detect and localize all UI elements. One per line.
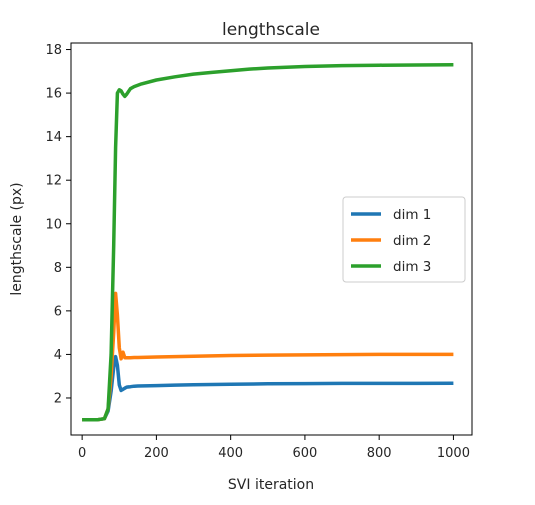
y-tick-label: 18 (45, 43, 62, 58)
x-tick-label: 600 (293, 446, 318, 461)
y-tick-label: 2 (54, 391, 62, 406)
x-tick-label: 200 (144, 446, 169, 461)
series-line-1 (82, 354, 454, 422)
y-axis-label: lengthscale (px) (9, 182, 25, 295)
series-line-3 (82, 63, 454, 422)
x-tick-label: 1000 (437, 446, 470, 461)
x-tick-label: 400 (218, 446, 243, 461)
legend-box (342, 196, 466, 283)
legend-label-3: dim 3 (393, 259, 431, 275)
legend-label-2: dim 2 (393, 233, 431, 249)
y-tick-label: 14 (45, 130, 62, 145)
legend: dim 1 dim 2 dim 3 (342, 196, 466, 283)
y-tick-label: 8 (54, 261, 62, 276)
series-layer (82, 63, 454, 422)
x-tick-label: 0 (78, 446, 86, 461)
y-tick-label: 16 (45, 87, 62, 102)
y-tick-label: 10 (45, 217, 62, 232)
y-tick-label: 12 (45, 174, 62, 189)
y-tick-label: 6 (54, 304, 62, 319)
series-line-2 (82, 291, 454, 422)
chart-title: lengthscale (222, 20, 320, 40)
legend-label-1: dim 1 (393, 207, 431, 223)
x-tick-label: 800 (367, 446, 392, 461)
plot-area-frame (70, 42, 473, 436)
x-axis: 0 200 400 600 800 1000 (78, 435, 470, 461)
y-axis: 2 4 6 8 10 12 14 16 18 (45, 43, 71, 406)
x-axis-label: SVI iteration (228, 477, 314, 493)
y-tick-label: 4 (54, 348, 62, 363)
